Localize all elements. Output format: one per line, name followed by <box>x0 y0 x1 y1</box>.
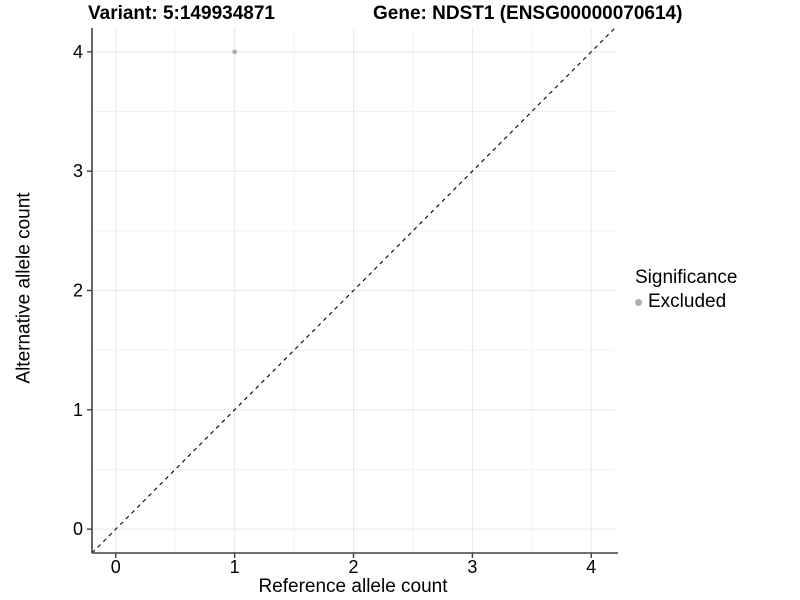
y-tick-label: 3 <box>73 161 83 181</box>
legend: Significance Excluded <box>635 267 737 313</box>
plot-title-gene: Gene: NDST1 (ENSG00000070614) <box>373 3 683 24</box>
x-tick-label: 3 <box>467 557 477 577</box>
y-axis-label: Alternative allele count <box>14 192 36 384</box>
x-axis-label: Reference allele count <box>258 576 448 597</box>
x-tick-label: 1 <box>230 557 240 577</box>
legend-entry-excluded: Excluded <box>635 291 737 313</box>
y-tick-label: 0 <box>73 519 83 539</box>
legend-point-icon <box>635 298 642 306</box>
x-tick-label: 2 <box>348 557 358 577</box>
y-tick-label: 2 <box>73 281 83 301</box>
x-tick-label: 4 <box>586 557 596 577</box>
plot-title-variant: Variant: 5:149934871 <box>88 3 275 24</box>
y-tick-label: 1 <box>73 400 83 420</box>
legend-entry-label: Excluded <box>648 291 727 312</box>
data-point <box>232 49 238 55</box>
y-tick-label: 4 <box>73 42 83 62</box>
identity-dashed-line <box>91 27 616 554</box>
legend-title: Significance <box>635 267 738 288</box>
x-tick-label: 0 <box>111 557 121 577</box>
